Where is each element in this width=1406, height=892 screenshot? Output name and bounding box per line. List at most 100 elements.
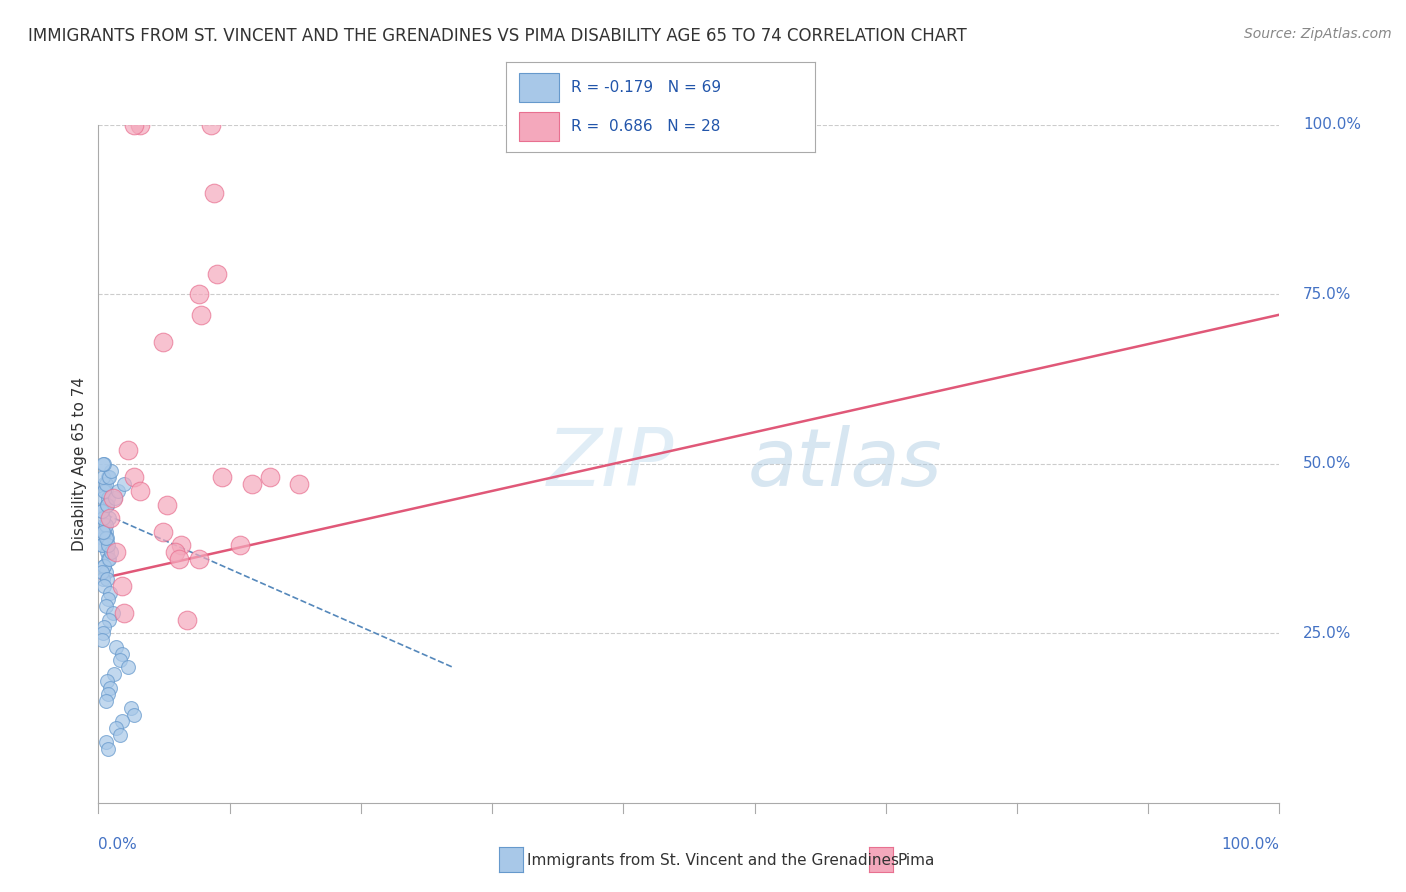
Point [122,118,145,132]
Point [94,735,117,749]
Point [190,308,212,322]
Point [96,545,118,559]
Point [96,498,118,512]
Point [167,551,190,566]
Point [97,687,120,701]
Point [98,585,121,599]
Point [107,483,129,498]
Point [101,491,124,505]
Point [98,551,121,566]
Point [91,633,114,648]
Point [205,267,228,281]
Point [156,498,179,512]
Point [97,592,120,607]
Point [98,681,121,695]
Point [121,701,143,715]
Text: 50.0%: 50.0% [1303,457,1351,471]
Point [91,457,114,471]
Text: R =  0.686   N = 28: R = 0.686 N = 28 [571,120,720,134]
Point [170,538,193,552]
Text: Immigrants from St. Vincent and the Grenadines: Immigrants from St. Vincent and the Gren… [527,854,900,868]
Point [117,443,139,458]
Point [122,470,145,484]
Point [97,741,120,756]
Point [91,538,114,552]
Point [97,538,120,552]
Point [91,532,114,546]
Point [105,545,128,559]
Point [103,667,125,681]
Point [112,477,135,491]
Point [240,477,263,491]
Point [152,524,174,539]
Point [98,613,121,627]
Point [176,613,198,627]
Point [93,619,115,633]
Point [96,498,118,512]
Point [91,538,114,552]
Point [187,287,209,301]
Point [91,626,114,640]
Point [96,673,118,688]
Point [93,457,115,471]
Point [128,483,150,498]
Point [96,532,118,546]
Point [117,660,139,674]
Point [211,470,233,484]
Point [229,538,252,552]
Point [93,483,115,498]
Point [91,504,114,518]
Point [165,545,187,559]
Point [104,491,127,505]
Point [94,524,117,539]
Point [101,606,124,620]
Point [91,504,114,518]
Point [98,470,121,484]
Point [91,470,114,484]
Point [94,694,117,708]
Point [108,728,131,742]
Point [97,470,120,484]
Point [111,579,134,593]
Point [93,558,115,573]
Point [91,572,114,586]
Bar [519,112,558,141]
Point [94,517,117,532]
Point [259,470,281,484]
Text: 100.0%: 100.0% [1303,118,1361,132]
Point [122,707,145,722]
Text: 25.0%: 25.0% [1303,626,1351,640]
Point [94,532,117,546]
Point [94,477,117,491]
Point [288,477,311,491]
Point [94,599,117,614]
Point [111,714,134,729]
Point [202,186,225,200]
Text: IMMIGRANTS FROM ST. VINCENT AND THE GRENADINES VS PIMA DISABILITY AGE 65 TO 74 C: IMMIGRANTS FROM ST. VINCENT AND THE GREN… [28,27,967,45]
Point [105,721,128,735]
Point [200,118,222,132]
Point [93,524,115,539]
Point [112,606,135,620]
Point [93,558,115,573]
Point [91,504,114,518]
Text: Source: ZipAtlas.com: Source: ZipAtlas.com [1244,27,1392,41]
Point [93,517,115,532]
Bar [519,73,558,102]
Text: 0.0%: 0.0% [98,837,138,852]
Point [94,483,117,498]
Point [91,566,114,580]
Point [91,524,114,539]
Text: ZIP: ZIP [547,425,675,503]
Point [111,647,134,661]
Point [96,572,118,586]
Text: R = -0.179   N = 69: R = -0.179 N = 69 [571,80,721,95]
Point [98,511,121,525]
Text: 75.0%: 75.0% [1303,287,1351,301]
Point [108,653,131,667]
Text: 100.0%: 100.0% [1222,837,1279,852]
Point [94,566,117,580]
Point [93,477,115,491]
Point [187,551,209,566]
Point [97,491,120,505]
